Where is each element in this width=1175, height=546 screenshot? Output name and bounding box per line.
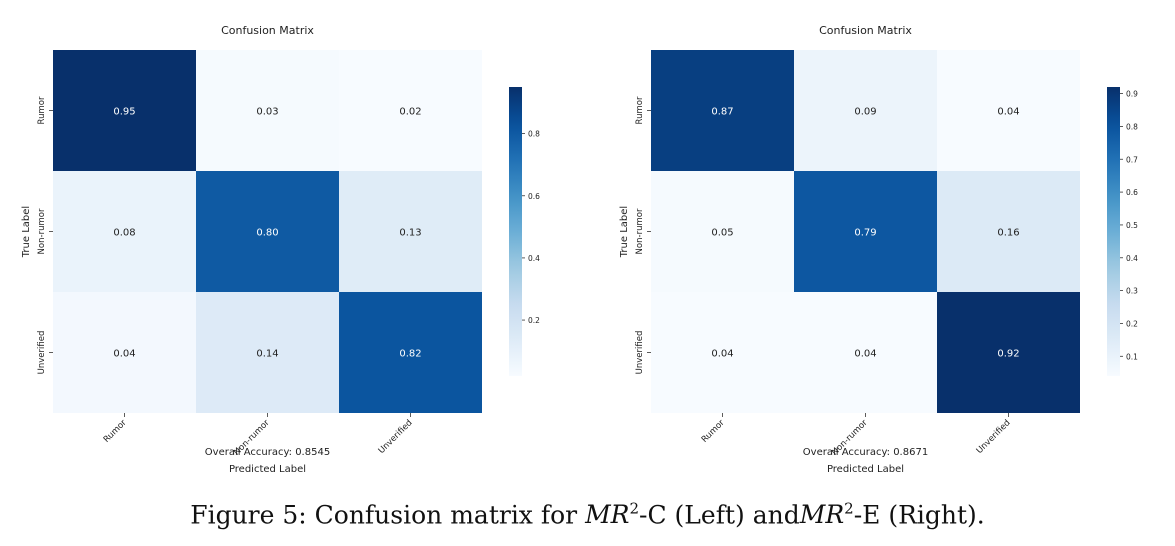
- colorbar-tick-label: 0.7: [1126, 155, 1138, 164]
- y-axis-label: True Label: [619, 206, 630, 258]
- cell-value-label: 0.04: [854, 349, 876, 360]
- colorbar-tick-label: 0.2: [1126, 319, 1138, 328]
- colorbar-tick-label: 0.8: [528, 130, 540, 139]
- x-tick-label: Rumor: [700, 418, 727, 445]
- colorbar-tick-label: 0.1: [1126, 352, 1138, 361]
- confusion-matrix-left: Confusion Matrix 0.95 0.03 0.02 0.08 0.80 0.13…: [21, 24, 540, 475]
- colorbar-tick-label: 0.4: [528, 254, 540, 263]
- cell-value-label: 0.09: [854, 107, 876, 118]
- caption-prefix: Figure 5: Confusion matrix for: [190, 500, 586, 530]
- heatmap-cell: [53, 171, 196, 292]
- colorbar-tick-label: 0.6: [1126, 188, 1138, 197]
- cell-value-label: 0.95: [113, 107, 135, 118]
- y-tick-label: Non-rumor: [635, 208, 645, 254]
- heatmap-cell: [339, 292, 482, 413]
- colorbar-tick-label: 0.2: [528, 316, 540, 325]
- colorbar-tick-label: 0.9: [1126, 90, 1138, 99]
- y-tick-label: Non-rumor: [37, 208, 47, 254]
- cell-value-label: 0.79: [854, 228, 876, 239]
- cell-value-label: 0.80: [256, 228, 278, 239]
- heatmap-cell: [794, 50, 937, 171]
- y-tick-label: Rumor: [37, 96, 47, 124]
- heatmap-cell: [794, 292, 937, 413]
- x-axis-label: Predicted Label: [229, 464, 306, 475]
- cell-value-label: 0.04: [711, 349, 733, 360]
- x-tick-label: Rumor: [102, 418, 129, 445]
- chart-title: Confusion Matrix: [221, 24, 314, 37]
- y-tick-label: Unverified: [635, 331, 645, 375]
- colorbar-tick-label: 0.5: [1126, 221, 1138, 230]
- colorbar-tick-label: 0.6: [528, 192, 540, 201]
- heatmap-cell: [339, 50, 482, 171]
- heatmap-cell: [794, 171, 937, 292]
- heatmap-cell: [196, 171, 339, 292]
- cell-value-label: 0.92: [997, 349, 1019, 360]
- heatmap-cell: [937, 50, 1080, 171]
- accuracy-annotation: Overall Accuracy: 0.8545: [205, 447, 330, 458]
- accuracy-annotation: Overall Accuracy: 0.8671: [803, 447, 928, 458]
- y-tick-label: Rumor: [635, 96, 645, 124]
- colorbar: [1107, 87, 1120, 376]
- cell-value-label: 0.04: [113, 349, 135, 360]
- cell-value-label: 0.02: [399, 107, 421, 118]
- cell-value-label: 0.13: [399, 228, 421, 239]
- cell-value-label: 0.14: [256, 349, 278, 360]
- colorbar: [509, 87, 522, 376]
- cell-value-label: 0.03: [256, 107, 278, 118]
- confusion-matrix-right: Confusion Matrix 0.87 0.09 0.04 0.05 0.79 0.16…: [619, 24, 1138, 475]
- heatmap-cell: [651, 50, 794, 171]
- x-axis-label: Predicted Label: [827, 464, 904, 475]
- heatmap-cell: [651, 171, 794, 292]
- caption-model-right: MR2: [799, 500, 854, 530]
- colorbar-tick-label: 0.3: [1126, 287, 1138, 296]
- y-tick-label: Unverified: [37, 331, 47, 375]
- heatmap-cell: [53, 50, 196, 171]
- heatmap-cell: [196, 50, 339, 171]
- heatmap-cell: [937, 171, 1080, 292]
- cell-value-label: 0.08: [113, 228, 135, 239]
- heatmap-cell: [339, 171, 482, 292]
- caption-right-suffix: -E (Right).: [853, 500, 985, 530]
- cell-value-label: 0.05: [711, 228, 733, 239]
- x-tick-label: Unverified: [975, 418, 1013, 456]
- cell-value-label: 0.87: [711, 107, 733, 118]
- figure-caption: Figure 5: Confusion matrix for MR2-C (Le…: [0, 500, 1175, 529]
- heatmap-cell: [196, 292, 339, 413]
- colorbar-tick-label: 0.8: [1126, 122, 1138, 131]
- heatmap-cell: [53, 292, 196, 413]
- heatmap-cell: [937, 292, 1080, 413]
- x-tick-label: Unverified: [377, 418, 415, 456]
- cell-value-label: 0.82: [399, 349, 421, 360]
- heatmap-cell: [651, 292, 794, 413]
- caption-left-suffix: -C (Left) and: [639, 500, 800, 530]
- cell-value-label: 0.04: [997, 107, 1019, 118]
- y-axis-label: True Label: [21, 206, 32, 258]
- chart-title: Confusion Matrix: [819, 24, 912, 37]
- cell-value-label: 0.16: [997, 228, 1019, 239]
- caption-model-left: MR2: [585, 500, 640, 530]
- colorbar-tick-label: 0.4: [1126, 254, 1138, 263]
